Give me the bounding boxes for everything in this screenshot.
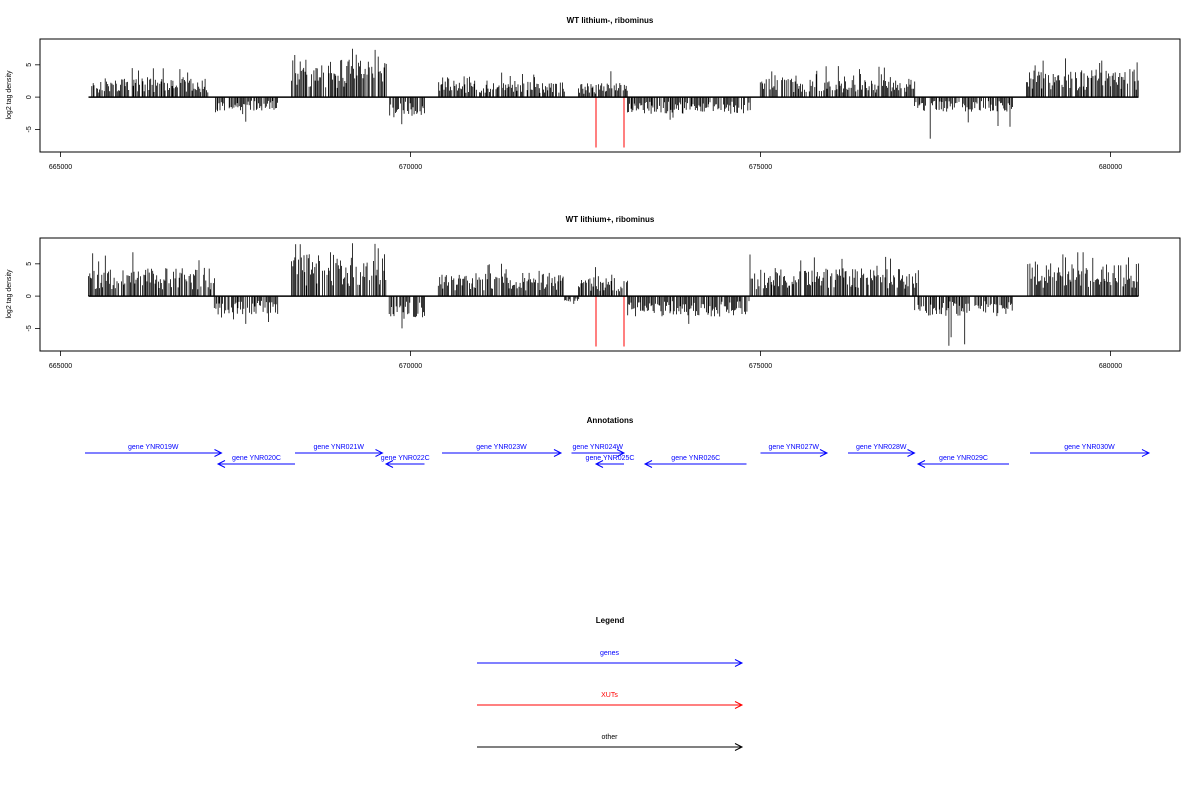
y-tick-label: -5 <box>26 126 33 132</box>
legend: Legend genes XUTs other <box>477 616 744 751</box>
y-tick-label: -5 <box>26 325 33 331</box>
legend-title: Legend <box>596 616 625 625</box>
gene-label: gene YNR026C <box>671 455 720 462</box>
gene-arrow-head <box>916 460 926 468</box>
gene-annotation: gene YNR023W <box>442 444 563 457</box>
signal-bars <box>91 48 1139 139</box>
axes: -5 0 5 665000 670000 675000 680000 <box>26 262 1139 370</box>
gene-label: gene YNR030W <box>1064 444 1115 451</box>
legend-label: other <box>602 734 619 741</box>
coverage-panel-lithium-minus: WT lithium-, ribominus log2 tag density … <box>6 16 1181 171</box>
gene-annotation: gene YNR029C <box>916 455 1009 468</box>
coverage-panel-lithium-plus: WT lithium+, ribominus log2 tag density … <box>6 215 1181 370</box>
legend-item: other <box>477 734 744 751</box>
gene-annotation: gene YNR028W <box>848 444 916 457</box>
gene-annotation: gene YNR021W <box>295 444 384 457</box>
xut-marks <box>595 296 625 347</box>
gene-arrows: gene YNR019W gene YNR020C gene YNR021W gene… <box>85 444 1151 468</box>
gene-label: gene YNR021W <box>314 444 365 451</box>
gene-label: gene YNR023W <box>476 444 527 451</box>
x-tick-label: 665000 <box>49 164 72 171</box>
gene-arrow-head <box>643 460 653 468</box>
x-tick-label: 675000 <box>749 363 772 370</box>
x-tick-label: 665000 <box>49 363 72 370</box>
gene-arrow-head <box>216 460 226 468</box>
y-axis-label: log2 tag density <box>6 269 13 319</box>
legend-label: genes <box>600 650 620 657</box>
gene-label: gene YNR024W <box>573 444 624 451</box>
y-tick-label: 5 <box>26 63 33 67</box>
legend-item: XUTs <box>477 692 744 709</box>
plot-frame <box>39 237 1181 352</box>
gene-annotation: gene YNR025C <box>586 455 635 468</box>
annotations-title: Annotations <box>587 416 634 425</box>
gene-label: gene YNR020C <box>232 455 281 462</box>
x-tick-label: 680000 <box>1099 363 1122 370</box>
axes: -5 0 5 665000 670000 675000 680000 <box>26 63 1139 171</box>
x-tick-label: 675000 <box>749 164 772 171</box>
legend-arrow-head <box>734 701 744 709</box>
y-tick-label: 0 <box>26 294 33 298</box>
gene-arrow-head <box>1141 449 1151 457</box>
gene-annotation: gene YNR026C <box>643 455 747 468</box>
gene-annotation: gene YNR030W <box>1030 444 1151 457</box>
gene-arrow-head <box>375 449 384 457</box>
legend-item: genes <box>477 650 744 667</box>
gene-arrow-head <box>384 460 394 468</box>
signal-bars <box>88 243 1139 346</box>
panel-title: WT lithium+, ribominus <box>566 215 655 224</box>
gene-arrow-head <box>616 449 626 457</box>
gene-arrow-head <box>214 449 223 457</box>
gene-annotation: gene YNR019W <box>85 444 223 457</box>
gene-arrow-head <box>907 449 916 457</box>
gene-annotation: gene YNR020C <box>216 455 295 468</box>
gene-label: gene YNR022C <box>381 455 430 462</box>
y-axis-label: log2 tag density <box>6 70 13 120</box>
legend-label: XUTs <box>601 692 618 699</box>
legend-arrow-head <box>734 659 744 667</box>
x-tick-label: 670000 <box>399 363 422 370</box>
legend-items: genes XUTs other <box>477 650 744 751</box>
gene-label: gene YNR029C <box>939 455 988 462</box>
x-tick-label: 680000 <box>1099 164 1122 171</box>
panel-title: WT lithium-, ribominus <box>567 16 654 25</box>
gene-label: gene YNR019W <box>128 444 179 451</box>
gene-arrow-head <box>553 449 563 457</box>
gene-label: gene YNR028W <box>856 444 907 451</box>
gene-label: gene YNR027W <box>769 444 820 451</box>
gene-arrow-head <box>594 460 604 468</box>
y-tick-label: 0 <box>26 95 33 99</box>
gene-annotation: gene YNR027W <box>760 444 829 457</box>
gene-annotation: gene YNR022C <box>381 455 430 468</box>
legend-arrow-head <box>734 743 744 751</box>
gene-label: gene YNR025C <box>586 455 635 462</box>
y-tick-label: 5 <box>26 262 33 266</box>
x-tick-label: 670000 <box>399 164 422 171</box>
gene-arrow-head <box>819 449 829 457</box>
gene-annotation: gene YNR024W <box>571 444 626 457</box>
plot-frame <box>39 38 1181 153</box>
xut-marks <box>595 97 625 148</box>
